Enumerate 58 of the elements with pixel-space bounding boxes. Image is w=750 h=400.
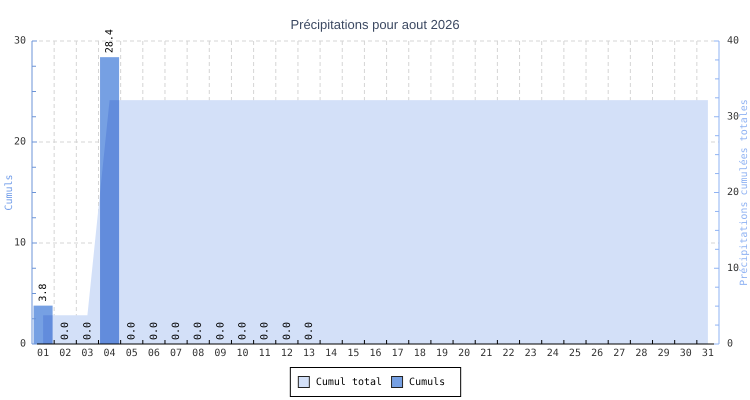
- x-tick-label: 11: [258, 348, 271, 359]
- x-tick-label: 22: [502, 348, 514, 359]
- x-tick-label: 13: [302, 348, 316, 359]
- x-tick-label: 03: [81, 348, 94, 359]
- x-tick-label: 20: [458, 348, 470, 359]
- data-label: 0.0: [82, 322, 93, 340]
- x-tick-label: 04: [104, 348, 116, 359]
- y-axis-title: Cumuls: [4, 174, 14, 211]
- data-label: 0.0: [170, 322, 182, 340]
- y-tick-label: 10: [14, 238, 26, 248]
- data-label: 0.0: [60, 322, 71, 340]
- x-tick-label: 17: [392, 348, 404, 359]
- x-tick-label: 12: [280, 348, 293, 359]
- x-tick-label: 14: [325, 348, 338, 359]
- x-tick-label: 21: [480, 348, 492, 359]
- data-label: 0.0: [281, 322, 292, 340]
- data-label: 0.0: [148, 322, 160, 340]
- y-tick-label: 30: [14, 36, 26, 46]
- data-label: 0.0: [237, 322, 248, 340]
- data-label: 3.8: [38, 284, 49, 302]
- data-label: 0.0: [214, 322, 226, 340]
- x-tick-label: 15: [347, 348, 360, 359]
- x-tick-label: 23: [524, 348, 537, 359]
- x-tick-label: 24: [546, 348, 559, 359]
- data-label: 0.0: [192, 322, 204, 340]
- y-tick-label: 20: [14, 136, 26, 148]
- y2-tick-label: 30: [727, 111, 740, 122]
- x-tick-label: 16: [369, 348, 382, 359]
- x-tick-label: 06: [148, 348, 160, 359]
- data-label: 0.0: [304, 322, 315, 340]
- x-tick-label: 30: [680, 348, 692, 359]
- data-label: 0.0: [259, 322, 270, 340]
- x-tick-label: 10: [236, 348, 249, 359]
- y2-tick-label: 0: [727, 338, 734, 350]
- x-tick-label: 01: [37, 348, 50, 359]
- chart-title: Précipitations pour aout 2026: [290, 17, 460, 32]
- y2-tick-label: 20: [727, 187, 740, 198]
- x-tick-label: 26: [591, 348, 604, 359]
- x-tick-label: 28: [635, 348, 648, 359]
- legend-label: Cumul total: [316, 376, 382, 388]
- x-tick-label: 19: [436, 348, 448, 359]
- x-tick-label: 18: [414, 348, 426, 359]
- x-tick-label: 07: [170, 348, 182, 359]
- x-tick-label: 31: [702, 348, 714, 359]
- data-label: 28.4: [104, 29, 116, 54]
- legend-label: Cumuls: [409, 376, 446, 388]
- x-tick-label: 27: [613, 348, 626, 359]
- x-tick-label: 02: [59, 348, 72, 359]
- x-tick-label: 05: [126, 348, 138, 359]
- x-tick-label: 09: [214, 348, 226, 359]
- x-tick-label: 08: [192, 348, 204, 359]
- x-tick-label: 29: [658, 348, 670, 359]
- x-tick-label: 25: [568, 348, 581, 359]
- y2-tick-label: 40: [727, 36, 740, 46]
- y2-tick-label: 10: [727, 262, 740, 274]
- y-tick-label: 0: [20, 338, 26, 350]
- data-label: 0.0: [126, 322, 138, 340]
- y2-axis-title: Précipitations cumulées totales: [738, 99, 750, 286]
